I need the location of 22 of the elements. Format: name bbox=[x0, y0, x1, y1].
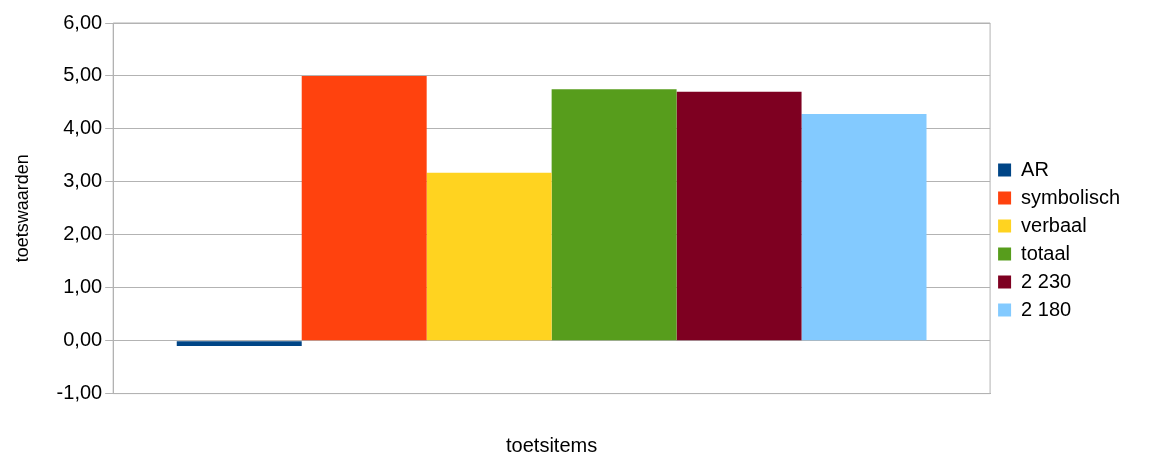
legend-label: totaal bbox=[1021, 241, 1071, 264]
bar bbox=[676, 91, 802, 341]
y-tick-label: -1,00 bbox=[56, 381, 103, 404]
bar bbox=[551, 89, 677, 341]
bar bbox=[301, 75, 427, 341]
bar bbox=[426, 172, 552, 341]
legend-label: symbolisch bbox=[1021, 185, 1121, 208]
x-axis-title: toetsitems bbox=[506, 433, 598, 456]
y-tick-label: 1,00 bbox=[63, 275, 103, 298]
y-tick-label: 2,00 bbox=[63, 222, 103, 245]
y-tick-label: 5,00 bbox=[63, 63, 103, 86]
legend-label: 2 230 bbox=[1021, 269, 1072, 292]
y-tick-label: 4,00 bbox=[63, 116, 103, 139]
legend-label: 2 180 bbox=[1021, 297, 1072, 320]
legend-label: verbaal bbox=[1021, 213, 1087, 236]
bar bbox=[176, 341, 302, 346]
y-tick-label: 6,00 bbox=[63, 10, 103, 33]
legend-label: AR bbox=[1021, 157, 1049, 180]
y-tick-label: 0,00 bbox=[63, 328, 103, 351]
y-tick-label: 3,00 bbox=[63, 169, 103, 192]
y-axis-title: toetswaarden bbox=[11, 154, 32, 263]
bar bbox=[801, 114, 927, 341]
